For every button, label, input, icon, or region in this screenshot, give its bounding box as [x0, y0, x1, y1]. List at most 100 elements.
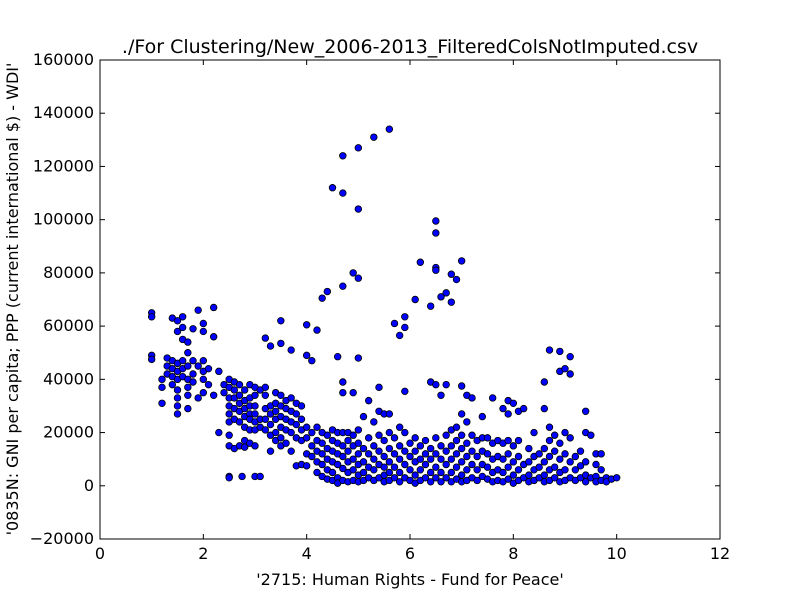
- data-point: [576, 462, 585, 470]
- data-point: [168, 380, 177, 389]
- data-point: [287, 428, 295, 437]
- data-point: [339, 388, 347, 397]
- data-point: [457, 410, 466, 418]
- y-tick-label: −20000: [30, 529, 94, 548]
- data-point: [173, 402, 182, 410]
- data-point: [597, 450, 605, 458]
- data-point: [437, 455, 445, 463]
- data-point: [473, 452, 481, 461]
- data-point: [597, 466, 605, 474]
- data-point: [354, 426, 363, 434]
- data-point: [349, 466, 357, 474]
- data-point: [525, 458, 533, 466]
- data-point: [509, 458, 518, 466]
- data-point: [158, 399, 166, 407]
- data-point: [313, 326, 321, 334]
- data-point: [251, 391, 259, 399]
- y-tick-label: 0: [84, 476, 94, 495]
- data-point: [432, 217, 440, 225]
- data-point: [452, 463, 461, 471]
- data-point: [550, 474, 559, 482]
- data-point: [194, 362, 202, 370]
- data-point: [173, 386, 182, 394]
- data-point: [421, 436, 430, 445]
- y-tick-label: 80000: [43, 263, 94, 282]
- data-point: [426, 478, 435, 486]
- data-point: [401, 447, 409, 455]
- data-point: [235, 380, 244, 389]
- data-point: [457, 458, 466, 466]
- data-point: [318, 294, 326, 302]
- x-tick-label: 8: [508, 544, 518, 563]
- x-tick-label: 0: [95, 544, 105, 563]
- x-tick-label: 6: [405, 544, 415, 563]
- data-point: [199, 388, 208, 397]
- data-point: [385, 410, 394, 418]
- data-point: [359, 458, 368, 466]
- data-point: [240, 443, 249, 451]
- data-point: [571, 452, 580, 461]
- data-point: [483, 450, 492, 458]
- data-point: [566, 434, 574, 442]
- data-point: [225, 474, 233, 482]
- data-point: [318, 439, 326, 447]
- data-point: [535, 463, 543, 471]
- data-point: [416, 466, 425, 474]
- data-point: [556, 347, 564, 356]
- data-point: [184, 349, 192, 357]
- y-tick-label: 60000: [43, 316, 94, 335]
- data-point: [147, 313, 156, 321]
- data-point: [385, 468, 394, 477]
- data-point: [395, 468, 404, 477]
- data-point: [519, 404, 528, 413]
- data-point: [432, 434, 440, 442]
- data-point: [395, 455, 404, 463]
- data-point: [437, 391, 445, 399]
- data-point: [612, 474, 621, 482]
- data-point: [302, 434, 311, 442]
- data-point: [390, 450, 399, 458]
- data-point: [380, 463, 388, 471]
- data-point: [302, 462, 311, 470]
- data-point: [550, 431, 559, 439]
- data-point: [437, 468, 445, 477]
- data-point: [473, 476, 481, 485]
- data-point: [323, 431, 332, 439]
- data-point: [463, 418, 471, 426]
- data-point: [499, 455, 507, 463]
- data-point: [504, 475, 512, 483]
- data-point: [411, 447, 419, 455]
- data-point: [339, 452, 347, 461]
- data-point: [545, 436, 554, 445]
- data-point: [421, 450, 430, 458]
- data-point: [318, 460, 326, 469]
- data-point: [514, 466, 523, 474]
- data-point: [447, 298, 456, 306]
- data-point: [302, 321, 311, 329]
- data-point: [576, 447, 585, 455]
- data-point: [282, 439, 290, 447]
- data-point: [375, 447, 383, 455]
- data-point: [333, 460, 342, 469]
- data-point: [344, 447, 352, 455]
- data-point: [251, 442, 259, 450]
- data-point: [561, 428, 569, 437]
- data-points: [147, 125, 621, 487]
- data-point: [432, 463, 440, 471]
- data-point: [545, 346, 554, 354]
- data-point: [452, 275, 461, 284]
- data-point: [457, 431, 466, 439]
- data-point: [483, 463, 492, 471]
- data-point: [173, 410, 182, 418]
- data-point: [432, 380, 440, 389]
- data-point: [442, 474, 450, 482]
- data-point: [442, 460, 450, 469]
- data-point: [297, 402, 306, 410]
- data-point: [561, 364, 569, 373]
- x-tick-label: 12: [710, 544, 730, 563]
- data-point: [390, 434, 399, 442]
- y-tick-label: 160000: [33, 50, 94, 69]
- data-point: [204, 380, 213, 389]
- data-point: [194, 306, 202, 314]
- data-point: [442, 447, 450, 455]
